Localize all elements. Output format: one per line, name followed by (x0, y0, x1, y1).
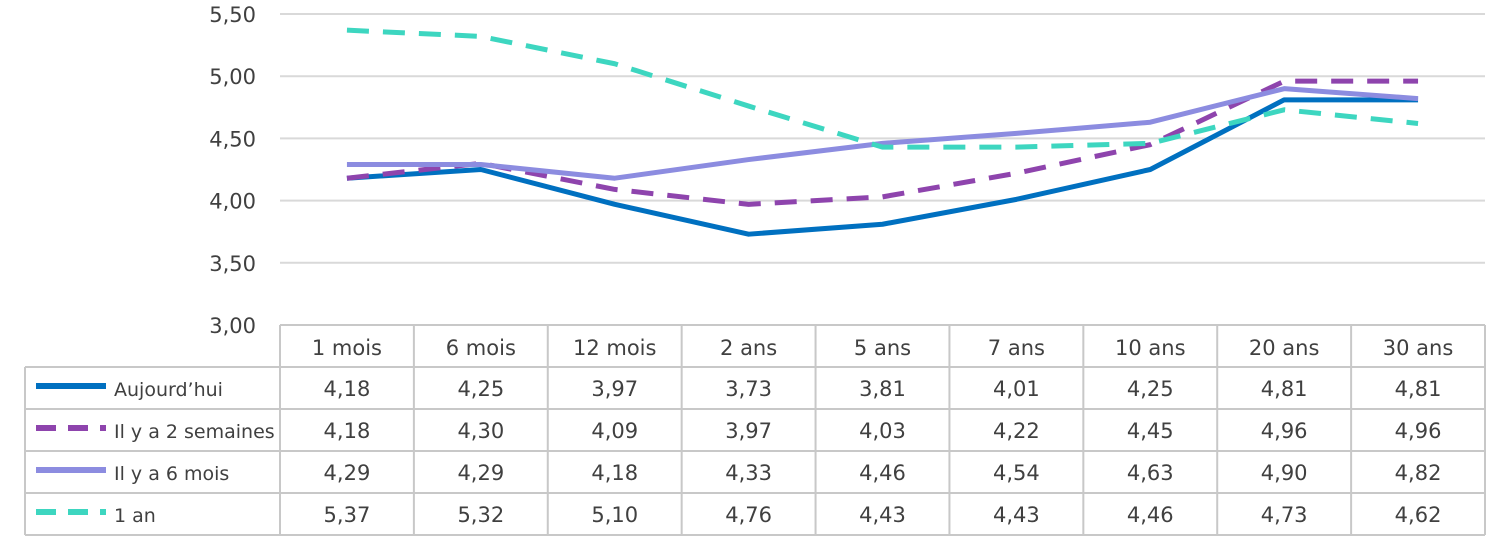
y-tick-label: 3,50 (209, 252, 256, 276)
data-value: 4,62 (1395, 503, 1442, 527)
gridlines (280, 13, 1485, 264)
data-value: 3,97 (725, 419, 772, 443)
data-value: 4,96 (1395, 419, 1442, 443)
category-label: 12 mois (573, 336, 656, 360)
data-value: 4,22 (993, 419, 1040, 443)
y-tick-label: 3,00 (209, 314, 256, 338)
data-value: 4,81 (1395, 377, 1442, 401)
data-value: 4,29 (457, 461, 504, 485)
series-line-3 (346, 27, 1419, 150)
data-value: 4,45 (1127, 419, 1174, 443)
data-value: 4,82 (1395, 461, 1442, 485)
data-value: 5,32 (457, 503, 504, 527)
data-value: 4,96 (1261, 419, 1308, 443)
data-value: 5,10 (591, 503, 638, 527)
data-value: 4,54 (993, 461, 1040, 485)
data-value: 3,73 (725, 377, 772, 401)
data-value: 4,73 (1261, 503, 1308, 527)
data-value: 4,43 (859, 503, 906, 527)
data-value: 4,46 (1127, 503, 1174, 527)
category-label: 7 ans (988, 336, 1045, 360)
y-tick-label: 4,50 (209, 127, 256, 151)
category-label: 10 ans (1115, 336, 1186, 360)
data-value: 4,18 (324, 377, 371, 401)
y-tick-label: 4,00 (209, 190, 256, 214)
category-label: 1 mois (312, 336, 382, 360)
series-lines (346, 27, 1419, 237)
data-value: 4,30 (457, 419, 504, 443)
data-value: 4,29 (324, 461, 371, 485)
data-value: 4,76 (725, 503, 772, 527)
data-value: 4,25 (1127, 377, 1174, 401)
series-name: Il y a 6 mois (114, 463, 229, 485)
data-value: 4,18 (591, 461, 638, 485)
category-label: 5 ans (854, 336, 911, 360)
data-value: 4,63 (1127, 461, 1174, 485)
data-value: 4,01 (993, 377, 1040, 401)
data-value: 3,81 (859, 377, 906, 401)
data-value: 4,09 (591, 419, 638, 443)
data-value: 4,25 (457, 377, 504, 401)
data-value: 4,18 (324, 419, 371, 443)
data-value: 4,90 (1261, 461, 1308, 485)
data-value: 4,03 (859, 419, 906, 443)
y-axis: 3,00 3,50 4,00 4,50 5,00 5,50 (209, 3, 256, 338)
y-tick-label: 5,50 (209, 3, 256, 27)
category-label: 20 ans (1249, 336, 1320, 360)
category-label: 2 ans (720, 336, 777, 360)
data-value: 4,81 (1261, 377, 1308, 401)
data-value: 4,33 (725, 461, 772, 485)
data-value: 3,97 (591, 377, 638, 401)
series-name: Il y a 2 semaines (114, 421, 275, 443)
series-name: 1 an (114, 505, 156, 527)
data-value: 4,46 (859, 461, 906, 485)
category-label: 30 ans (1383, 336, 1454, 360)
data-table: 1 mois 6 mois 12 mois 2 ans 5 ans 7 ans 10 ans… (24, 324, 1486, 536)
data-value: 5,37 (324, 503, 371, 527)
series-name: Aujourd’hui (114, 379, 223, 401)
data-value: 4,43 (993, 503, 1040, 527)
series-line-2 (346, 86, 1419, 181)
y-tick-label: 5,00 (209, 65, 256, 89)
category-label: 6 mois (446, 336, 516, 360)
